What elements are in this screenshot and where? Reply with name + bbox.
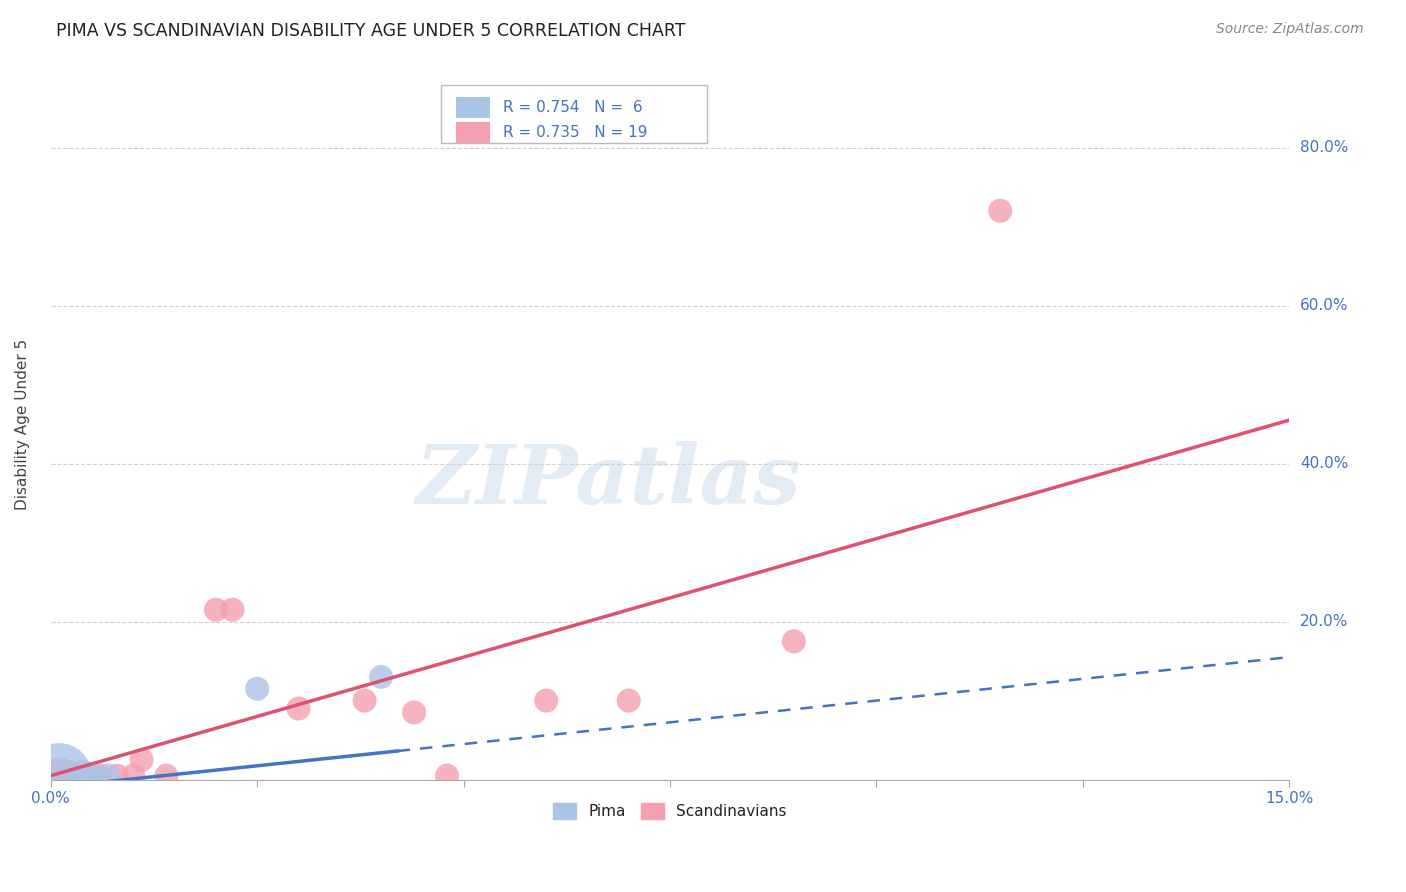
Text: Source: ZipAtlas.com: Source: ZipAtlas.com	[1216, 22, 1364, 37]
Point	[65, 769, 87, 783]
Text: 20.0%: 20.0%	[1301, 614, 1348, 629]
FancyBboxPatch shape	[441, 85, 707, 144]
Point	[97, 769, 120, 783]
Bar	[456, 97, 491, 119]
Point	[353, 693, 375, 707]
Point	[89, 769, 111, 783]
Point	[988, 203, 1011, 218]
Point	[155, 769, 177, 783]
Point	[287, 701, 309, 715]
Point	[131, 753, 153, 767]
Legend: Pima, Scandinavians: Pima, Scandinavians	[547, 797, 793, 825]
Point	[436, 769, 458, 783]
Text: R = 0.754   N =  6: R = 0.754 N = 6	[503, 100, 643, 115]
Point	[82, 769, 104, 783]
Point	[82, 769, 104, 783]
Point	[221, 603, 243, 617]
Point	[404, 706, 426, 720]
Text: R = 0.735   N = 19: R = 0.735 N = 19	[503, 125, 647, 140]
Text: PIMA VS SCANDINAVIAN DISABILITY AGE UNDER 5 CORRELATION CHART: PIMA VS SCANDINAVIAN DISABILITY AGE UNDE…	[56, 22, 686, 40]
Point	[370, 670, 392, 684]
Text: 80.0%: 80.0%	[1301, 140, 1348, 155]
Point	[617, 693, 640, 707]
Point	[246, 681, 269, 696]
Point	[48, 769, 70, 783]
Text: 40.0%: 40.0%	[1301, 456, 1348, 471]
Point	[48, 769, 70, 783]
Text: ZIPatlas: ZIPatlas	[415, 441, 801, 521]
Bar	[456, 121, 491, 143]
Point	[205, 603, 228, 617]
Point	[105, 769, 128, 783]
Point	[73, 769, 96, 783]
Point	[534, 693, 557, 707]
Point	[122, 769, 145, 783]
Y-axis label: Disability Age Under 5: Disability Age Under 5	[15, 338, 30, 509]
Point	[783, 634, 806, 648]
Point	[56, 764, 79, 779]
Text: 60.0%: 60.0%	[1301, 298, 1348, 313]
